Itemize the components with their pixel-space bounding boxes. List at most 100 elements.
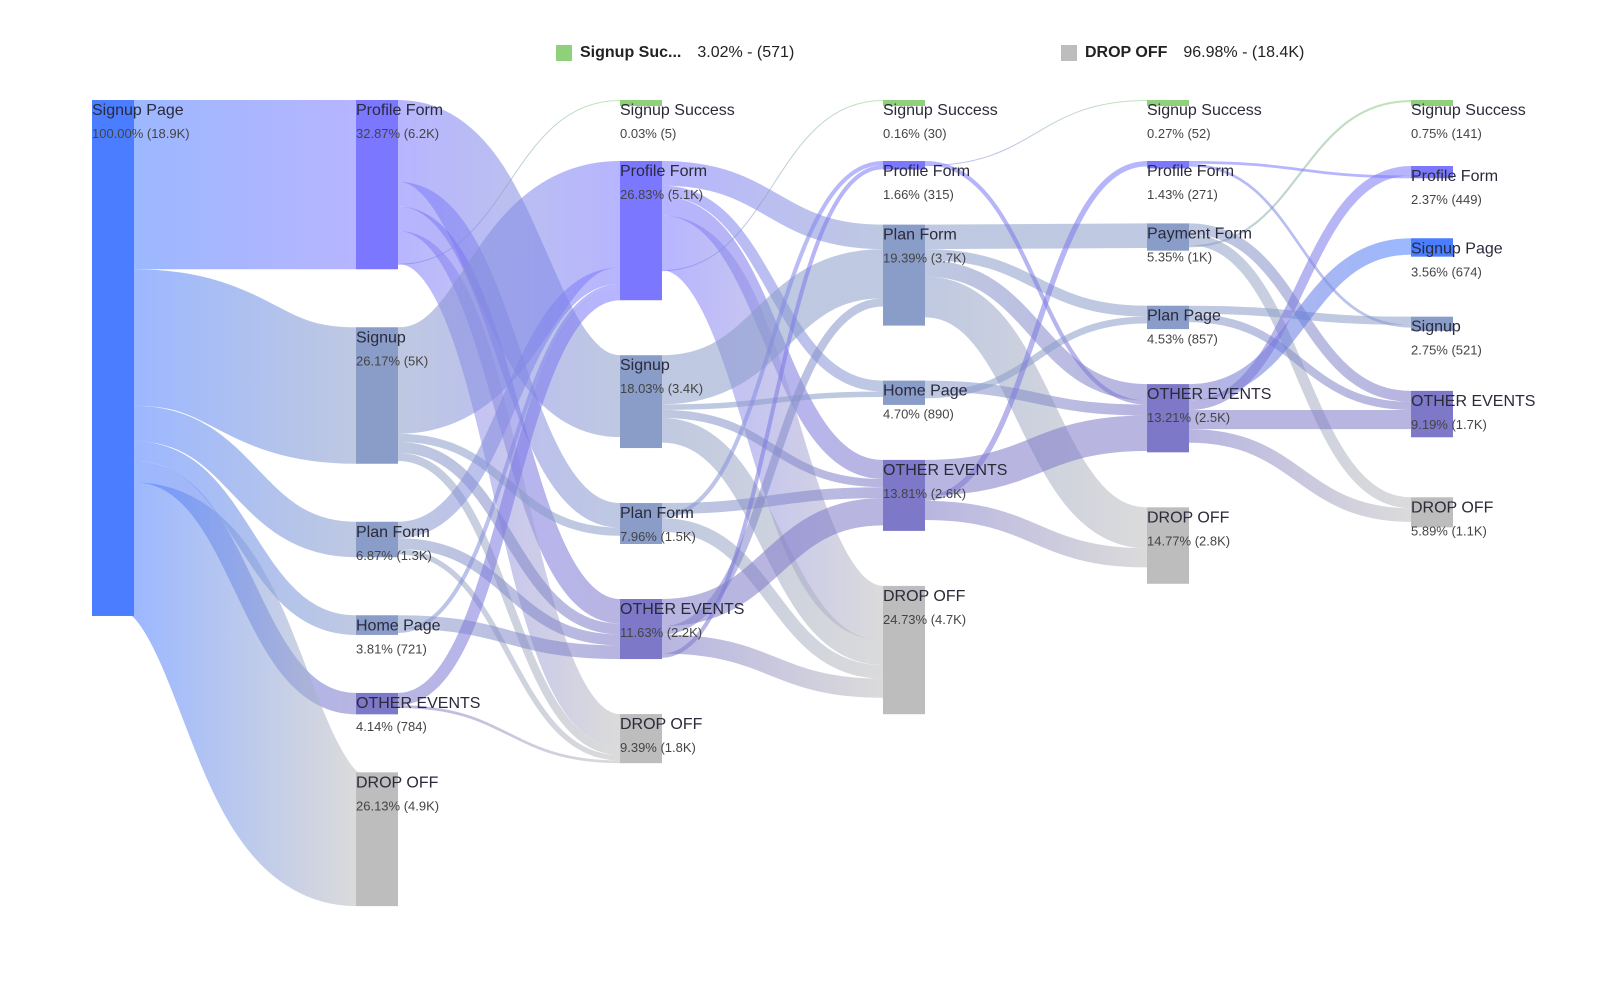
sankey-link[interactable] — [133, 405, 357, 558]
sankey-link[interactable] — [397, 538, 621, 646]
sankey-link[interactable] — [661, 634, 884, 698]
node-label: Signup Page — [1411, 240, 1503, 257]
sankey-node-c3-profile-form[interactable] — [883, 161, 925, 170]
sankey-link[interactable] — [924, 415, 1148, 496]
sankey-link[interactable] — [397, 100, 621, 265]
sankey-link[interactable] — [397, 283, 621, 633]
sankey-link[interactable] — [397, 441, 621, 635]
sankey-node-c2-plan-form[interactable] — [620, 503, 662, 544]
sankey-link[interactable] — [661, 391, 884, 410]
sankey-link[interactable] — [125, 482, 365, 907]
sankey-link[interactable] — [394, 161, 624, 434]
sankey-link[interactable] — [397, 615, 621, 660]
node-stats: 3.81% (721) — [356, 641, 427, 656]
sankey-link[interactable] — [1188, 429, 1412, 522]
node-stats: 9.19% (1.7K) — [1411, 417, 1487, 432]
sankey-node-c2-profile-form[interactable] — [620, 161, 662, 301]
sankey-node-c3-other[interactable] — [883, 459, 925, 531]
sankey-link[interactable] — [661, 487, 884, 514]
node-stats: 11.63% (2.2K) — [620, 625, 702, 640]
sankey-link[interactable] — [397, 705, 621, 764]
sankey-node-c3-home-page[interactable] — [883, 380, 925, 405]
node-stats: 26.17% (5K) — [356, 353, 428, 368]
sankey-link[interactable] — [924, 500, 1148, 568]
sankey-node-c2-drop[interactable] — [620, 714, 662, 764]
sankey-link[interactable] — [661, 161, 884, 250]
node-label: Signup Success — [1147, 102, 1262, 119]
sankey-node-c4-plan-page[interactable] — [1147, 305, 1189, 330]
sankey-link[interactable] — [924, 380, 1148, 416]
sankey-node-c4-payment-form[interactable] — [1147, 223, 1189, 251]
sankey-link[interactable] — [923, 276, 1149, 549]
legend-item-drop-off[interactable]: DROP OFF 96.98% - (18.4K) — [1061, 38, 1304, 68]
sankey-node-c1-drop[interactable] — [356, 772, 398, 907]
sankey-node-c1-signup[interactable] — [356, 327, 398, 464]
sankey-node-c4-drop[interactable] — [1147, 507, 1189, 584]
node-stats: 32.87% (6.2K) — [356, 126, 439, 141]
sankey-link[interactable] — [397, 452, 621, 756]
sankey-link[interactable] — [661, 161, 884, 519]
sankey-link[interactable] — [924, 161, 1148, 405]
sankey-node-c4-profile-form[interactable] — [1147, 161, 1189, 169]
node-stats: 18.03% (3.4K) — [620, 381, 703, 396]
sankey-link[interactable] — [1188, 161, 1412, 179]
sankey-link[interactable] — [1188, 163, 1412, 328]
node-stats: 2.75% (521) — [1411, 343, 1482, 358]
node-label: Plan Form — [883, 227, 957, 244]
legend-swatch-signup-success — [556, 45, 572, 61]
sankey-node-c5-signup[interactable] — [1411, 316, 1453, 331]
sankey-link[interactable] — [661, 100, 884, 272]
sankey-link[interactable] — [1188, 238, 1412, 401]
sankey-node-c3-drop[interactable] — [883, 585, 925, 715]
legend-item-signup-success[interactable]: Signup Suc... 3.02% - (571) — [556, 38, 794, 68]
sankey-node-c2-other[interactable] — [620, 599, 662, 660]
sankey-link[interactable] — [661, 165, 884, 658]
sankey-link[interactable] — [133, 441, 357, 635]
sankey-link[interactable] — [1188, 234, 1412, 509]
node-label: OTHER EVENTS — [356, 695, 480, 712]
node-stats: 0.03% (5) — [620, 126, 676, 141]
sankey-node-c1-other[interactable] — [356, 692, 398, 715]
sankey-link[interactable] — [661, 185, 884, 392]
sankey-node-c2-success[interactable] — [620, 100, 662, 106]
sankey-node-c5-success[interactable] — [1411, 100, 1453, 106]
node-label: DROP OFF — [1147, 509, 1230, 526]
sankey-link[interactable] — [1188, 165, 1412, 411]
node-stats: 9.39% (1.8K) — [620, 740, 696, 755]
sankey-node-c3-plan-form[interactable] — [883, 224, 925, 326]
sankey-link[interactable] — [1188, 100, 1412, 248]
sankey-link[interactable] — [661, 498, 884, 627]
sankey-link[interactable] — [661, 298, 884, 635]
sankey-link[interactable] — [924, 316, 1148, 399]
sankey-node-c1-home-page[interactable] — [356, 615, 398, 635]
sankey-link[interactable] — [661, 249, 884, 405]
sankey-link[interactable] — [397, 287, 621, 706]
sankey-link[interactable] — [661, 518, 884, 679]
sankey-node-c5-drop[interactable] — [1411, 497, 1453, 528]
sankey-link[interactable] — [397, 267, 621, 539]
sankey-link[interactable] — [132, 269, 358, 464]
node-label: Signup Success — [1411, 102, 1526, 119]
sankey-node-c2-signup[interactable] — [620, 355, 662, 449]
sankey-link[interactable] — [397, 549, 621, 761]
sankey-node-c5-profile-form[interactable] — [1411, 166, 1453, 179]
sankey-node-c5-signup-page[interactable] — [1411, 238, 1453, 257]
sankey-node-c1-profile-form[interactable] — [356, 100, 398, 270]
node-stats: 4.70% (890) — [883, 407, 954, 422]
node-stats: 5.35% (1K) — [1147, 249, 1212, 264]
sankey-node-c4-success[interactable] — [1147, 100, 1189, 106]
sankey-link[interactable] — [661, 409, 884, 488]
sankey-node-c5-other[interactable] — [1411, 390, 1453, 438]
sankey-link[interactable] — [1188, 313, 1412, 410]
legend-label: Signup Suc... — [580, 44, 682, 61]
sankey-link[interactable] — [658, 215, 887, 641]
sankey-node-c3-success[interactable] — [883, 100, 925, 106]
node-label: OTHER EVENTS — [1411, 393, 1535, 410]
sankey-link[interactable] — [924, 100, 1148, 167]
sankey-link[interactable] — [924, 223, 1148, 250]
sankey-node-c4-other[interactable] — [1147, 384, 1189, 453]
sankey-node-c0-signup-page[interactable] — [92, 100, 134, 616]
sankey-link[interactable] — [661, 418, 884, 666]
sankey-link[interactable] — [924, 161, 1148, 501]
sankey-node-c1-plan-form[interactable] — [356, 521, 398, 558]
